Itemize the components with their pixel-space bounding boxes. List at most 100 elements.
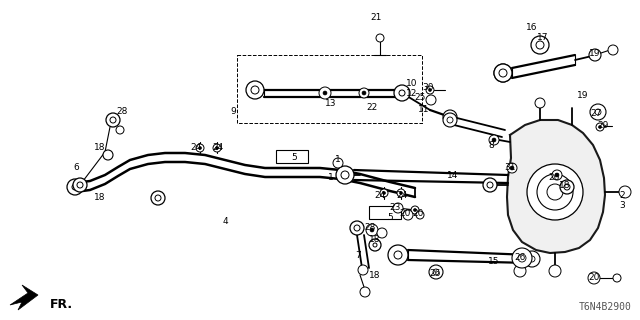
Circle shape [216, 147, 218, 149]
Circle shape [319, 87, 331, 99]
Text: 20: 20 [412, 209, 424, 218]
Circle shape [512, 248, 532, 268]
FancyBboxPatch shape [369, 206, 401, 219]
Text: 18: 18 [94, 143, 106, 153]
Text: 27: 27 [590, 108, 602, 117]
Circle shape [360, 287, 370, 297]
Circle shape [373, 243, 377, 247]
Text: 28: 28 [116, 108, 128, 116]
Circle shape [198, 147, 202, 149]
Text: 25: 25 [414, 92, 426, 101]
Circle shape [507, 163, 517, 173]
Circle shape [426, 86, 434, 94]
Circle shape [510, 166, 514, 170]
Text: 8: 8 [488, 140, 494, 149]
Circle shape [151, 191, 165, 205]
Circle shape [403, 210, 413, 220]
Circle shape [333, 158, 343, 168]
Text: 24: 24 [190, 143, 202, 153]
Circle shape [589, 49, 601, 61]
Text: 20: 20 [588, 274, 600, 283]
Text: 31: 31 [504, 164, 516, 172]
Circle shape [350, 221, 364, 235]
Circle shape [596, 123, 604, 131]
Circle shape [595, 109, 601, 115]
Text: 13: 13 [325, 99, 337, 108]
Circle shape [103, 150, 113, 160]
Circle shape [358, 265, 368, 275]
Circle shape [370, 228, 374, 232]
Circle shape [590, 104, 606, 120]
Circle shape [341, 171, 349, 179]
Circle shape [447, 114, 453, 120]
Circle shape [369, 239, 381, 251]
Circle shape [110, 117, 116, 123]
Text: 26: 26 [515, 253, 525, 262]
Circle shape [354, 225, 360, 231]
Circle shape [246, 81, 264, 99]
Bar [237, 55, 422, 123]
Text: 24: 24 [212, 143, 223, 153]
Circle shape [155, 195, 161, 201]
Circle shape [397, 189, 405, 197]
Circle shape [524, 251, 540, 267]
Circle shape [251, 86, 259, 94]
Circle shape [380, 189, 388, 197]
Text: 29: 29 [597, 122, 609, 131]
Text: 5: 5 [387, 213, 393, 222]
Circle shape [487, 182, 493, 188]
Text: 22: 22 [366, 103, 378, 113]
Circle shape [492, 138, 496, 142]
Circle shape [588, 272, 600, 284]
Text: 28: 28 [364, 223, 376, 233]
Circle shape [336, 166, 354, 184]
Circle shape [598, 125, 602, 129]
Circle shape [514, 265, 526, 277]
Text: 17: 17 [537, 34, 548, 43]
Circle shape [552, 170, 562, 180]
Circle shape [106, 113, 120, 127]
Circle shape [413, 209, 417, 212]
Circle shape [426, 95, 436, 105]
Circle shape [388, 245, 408, 265]
Circle shape [535, 98, 545, 108]
Circle shape [411, 206, 419, 214]
Circle shape [213, 144, 221, 152]
Text: 3: 3 [619, 201, 625, 210]
Text: 26: 26 [548, 173, 560, 182]
Text: 26: 26 [429, 268, 441, 277]
Circle shape [394, 251, 402, 259]
Text: 4: 4 [222, 218, 228, 227]
Circle shape [383, 191, 385, 195]
Text: 18: 18 [559, 180, 571, 189]
Text: 1: 1 [335, 156, 341, 164]
Circle shape [323, 91, 327, 95]
FancyBboxPatch shape [276, 150, 308, 163]
Circle shape [489, 135, 499, 145]
Polygon shape [10, 285, 38, 310]
Text: 23: 23 [389, 204, 401, 212]
Text: 7: 7 [355, 251, 361, 260]
Circle shape [619, 186, 631, 198]
Circle shape [399, 90, 405, 96]
Text: 19: 19 [589, 49, 601, 58]
Circle shape [531, 36, 549, 54]
Text: 12: 12 [406, 89, 418, 98]
Circle shape [494, 64, 512, 82]
Circle shape [359, 88, 369, 98]
Text: 16: 16 [526, 23, 538, 33]
Circle shape [376, 34, 384, 42]
Polygon shape [507, 120, 605, 253]
Text: 30: 30 [422, 84, 434, 92]
Circle shape [429, 89, 431, 92]
Circle shape [494, 64, 512, 82]
Circle shape [536, 41, 544, 49]
Circle shape [564, 184, 570, 190]
Circle shape [549, 265, 561, 277]
Text: 6: 6 [73, 164, 79, 172]
Circle shape [443, 110, 457, 124]
Circle shape [518, 254, 526, 262]
Text: 5: 5 [291, 153, 297, 162]
Circle shape [483, 178, 497, 192]
Circle shape [399, 191, 403, 195]
